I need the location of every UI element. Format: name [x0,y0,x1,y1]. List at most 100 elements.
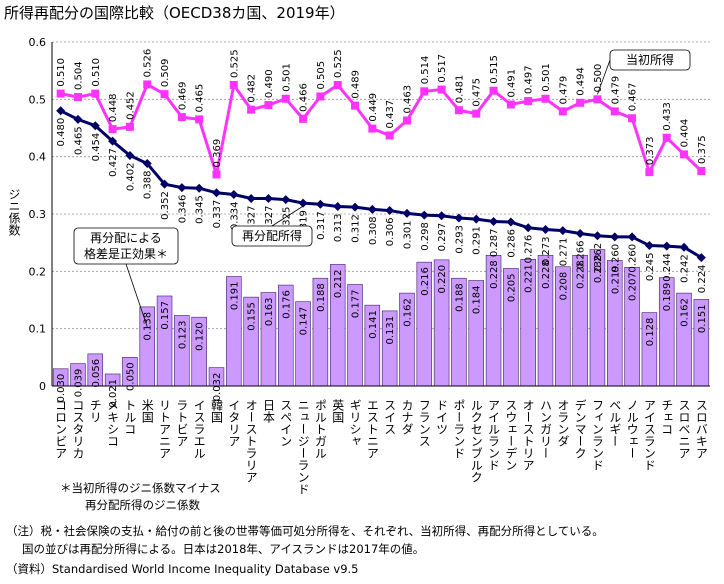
effect-bar-label: 0.188 [316,283,327,312]
initial-income-label: 0.501 [541,63,552,92]
y-tick-label: 0 [39,380,46,393]
category-label: 韓国 [210,399,224,423]
redistributed-income-label: 0.286 [506,229,517,258]
initial-income-marker [576,98,585,107]
category-label: ニュージーランド [296,399,310,495]
labels-layer: 0.030 0.039 0.056 0.021 0.050 0.138 0.157 0.123… [56,49,708,408]
redistributed-income-marker [471,214,481,224]
initial-income-marker [56,89,65,98]
redistributed-income-marker [90,121,100,131]
redistributed-income-marker [419,210,429,220]
effect-bar-label: 0.050 [125,362,136,391]
redistributed-income-label: 0.245 [645,253,656,282]
effect-bar-label: 0.151 [697,304,708,333]
category-label: トルコ [123,399,137,435]
redistributed-income-label: 0.271 [558,238,569,267]
initial-income-label: 0.514 [420,56,431,85]
initial-income-marker [645,168,654,177]
effect-bar-label: 0.238 [593,255,604,284]
category-label: ドイツ [435,399,449,435]
initial-income-marker [333,81,342,89]
initial-income-marker [177,113,186,122]
redistributed-income-marker [558,226,568,236]
redistributed-income-label: 0.454 [91,133,102,162]
redistributed-income-marker [644,241,654,251]
category-label: リトアニア [158,399,172,459]
effect-bar-label: 0.123 [177,320,188,349]
initial-income-label: 0.501 [281,63,292,92]
initial-income-label: 0.489 [351,70,362,99]
redistributed-income-marker [662,241,672,251]
redistributed-income-marker [315,199,325,209]
initial-income-label: 0.482 [247,74,258,103]
redistributed-income-marker [506,217,516,227]
category-label: チリ [88,399,102,423]
effect-bar-label: 0.189 [662,283,673,312]
redistributed-income-label: 0.427 [108,148,119,177]
effect-bar-label: 0.177 [351,290,362,319]
initial-income-label: 0.497 [524,65,535,94]
redistributed-income-marker [73,114,83,124]
category-label: ラトビア [175,399,189,447]
effect-bar-label: 0.021 [108,379,119,408]
initial-income-marker [247,105,256,114]
effect-bar-label: 0.056 [91,359,102,388]
initial-income-label: 0.525 [229,49,240,78]
effect-bar-label: 0.220 [437,265,448,294]
redistributed-income-label: 0.388 [143,171,154,200]
initial-income-marker [264,101,273,110]
category-label: ギリシャ [348,399,362,447]
category-label: ノルウェー [625,399,639,459]
initial-income-marker [125,122,134,131]
effect-bar-label: 0.221 [524,264,535,293]
initial-income-marker [299,114,308,123]
effect-bar-label: 0.205 [506,273,517,302]
redistributed-income-marker [194,183,204,193]
redistributed-income-label: 0.260 [610,244,621,273]
redistributed-income-marker [679,242,689,252]
redistributed-income-marker [402,208,412,218]
bars-layer [52,249,710,387]
chart-title: 所得再配分の国際比較（OECD38カ国、2019年） [4,4,345,22]
category-label: スペイン [279,399,293,447]
effect-bar-label: 0.216 [420,267,431,296]
initial-income-marker [368,124,377,133]
redistributed-income-label: 0.312 [351,214,362,243]
redistributed-income-marker [263,194,273,204]
redistributed-income-label: 0.273 [541,236,552,265]
y-tick-label: 0.4 [29,151,47,164]
effect-bar-label: 0.162 [680,298,691,327]
category-label: スイス [383,399,397,435]
category-label: イスラエル [192,399,206,459]
category-label: メキシコ [106,399,120,447]
initial-income-marker [281,94,290,103]
effect-bar-label: 0.120 [195,322,206,351]
redistributed-income-label: 0.276 [524,235,535,264]
redistributed-income-label: 0.480 [56,118,67,147]
redistributed-income-marker [177,183,187,193]
lines-layer [56,80,706,263]
initial-income-label: 0.369 [212,139,223,168]
initial-income-marker [558,107,567,116]
initial-income-label: 0.526 [143,49,154,78]
category-label: スウェーデン [504,399,518,471]
redistributed-income-marker [489,216,499,226]
initial-income-marker [506,100,515,109]
initial-income-label: 0.449 [368,93,379,122]
initial-income-marker [628,114,637,123]
note-line-1: （注）税・社会保険の支払・給付の前と後の世帯等価可処分所得を、それぞれ、当初所得… [6,524,604,538]
effect-callout-text: 格差是正効果＊ [84,246,168,261]
effect-bar-label: 0.228 [576,260,587,289]
redistributed-income-marker [367,204,377,214]
initial-income-label: 0.466 [299,83,310,112]
initial-income-marker [385,131,394,140]
redistributed-income-marker [385,206,395,216]
redistributed-income-marker [454,213,464,223]
initial-income-marker [489,86,498,95]
initial-income-label: 0.448 [108,94,119,123]
redistributed-income-label: 0.260 [628,244,639,273]
effect-bar-label: 0.176 [281,290,292,319]
category-label: ベルギー [608,399,622,447]
